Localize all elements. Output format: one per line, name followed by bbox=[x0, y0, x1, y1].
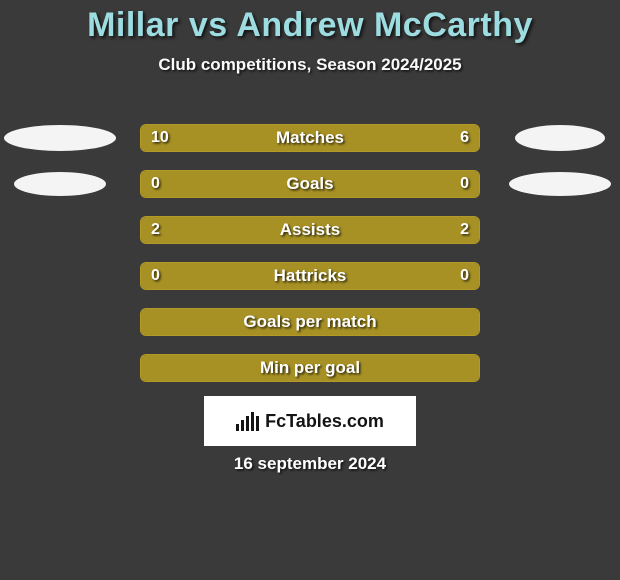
stat-row: Goals per match bbox=[140, 308, 480, 336]
subtitle: Club competitions, Season 2024/2025 bbox=[0, 55, 620, 75]
player-right-ellipse bbox=[509, 172, 611, 196]
stat-label: Goals per match bbox=[141, 312, 479, 332]
stat-row: 00Hattricks bbox=[140, 262, 480, 290]
stats-comparison-rows: 106Matches 00Goals 22Assists 00Hattricks Goa… bbox=[140, 124, 480, 400]
stat-row: 22Assists bbox=[140, 216, 480, 244]
stat-row: 00Goals bbox=[140, 170, 480, 198]
fctables-logo: FcTables.com bbox=[204, 396, 416, 446]
player-left-ellipse bbox=[4, 125, 116, 151]
stat-label: Goals bbox=[141, 174, 479, 194]
stat-label: Matches bbox=[141, 128, 479, 148]
page-title: Millar vs Andrew McCarthy bbox=[0, 0, 620, 45]
player-left-ellipse bbox=[14, 172, 106, 196]
logo-bars-icon bbox=[236, 411, 259, 431]
stat-row: 106Matches bbox=[140, 124, 480, 152]
player-right-ellipse bbox=[515, 125, 605, 151]
logo-text: FcTables.com bbox=[265, 411, 384, 432]
stat-label: Assists bbox=[141, 220, 479, 240]
date-label: 16 september 2024 bbox=[0, 454, 620, 474]
stat-label: Hattricks bbox=[141, 266, 479, 286]
stat-row: Min per goal bbox=[140, 354, 480, 382]
stat-label: Min per goal bbox=[141, 358, 479, 378]
